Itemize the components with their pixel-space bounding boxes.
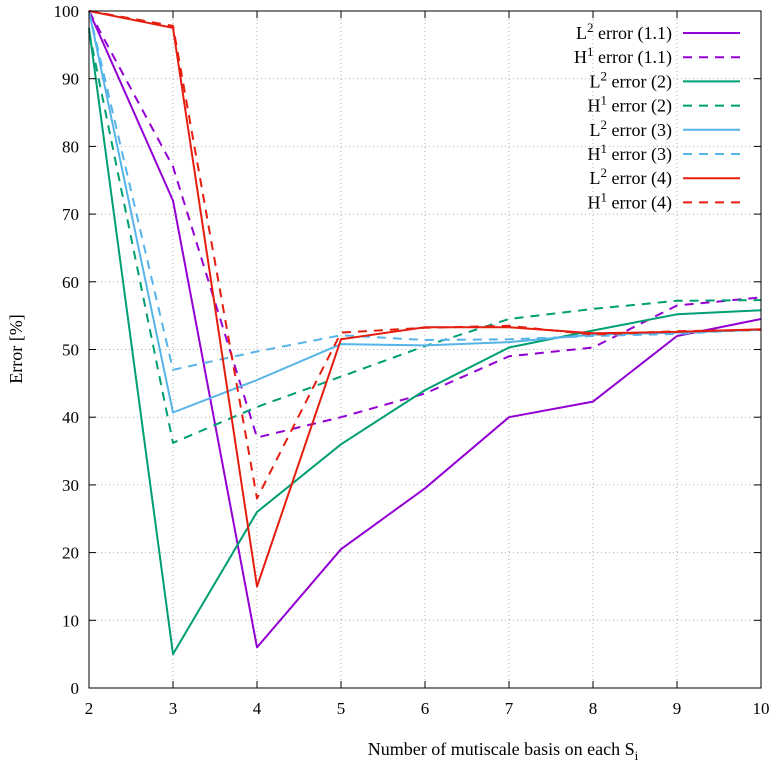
y-tick-label: 0 [71, 679, 80, 698]
x-tick-label: 6 [421, 699, 430, 718]
x-axis-title: Number of mutiscale basis on each Si [368, 739, 639, 763]
legend-label-l2-error-3: L2 error (3) [590, 117, 672, 141]
series-line-h1-error-2 [88, 31, 762, 444]
tick-marks [88, 10, 762, 689]
x-axis-title-subscript: i [635, 748, 639, 763]
y-tick-label: 10 [62, 611, 79, 630]
y-tick-labels: 0 10 20 30 40 50 60 70 80 90 100 [54, 2, 80, 698]
y-tick-label: 100 [54, 2, 80, 21]
legend-label-h1-error-3: H1 error (3) [588, 141, 672, 165]
x-tick-label: 8 [589, 699, 598, 718]
x-tick-labels: 2 3 4 5 6 7 8 9 10 [85, 699, 770, 718]
y-axis-title: Error [%] [6, 314, 26, 383]
legend-label-l2-error-4: L2 error (4) [590, 165, 672, 189]
y-tick-label: 20 [62, 544, 79, 563]
legend-label-h1-error-2: H1 error (2) [588, 93, 672, 117]
x-tick-label: 3 [169, 699, 178, 718]
y-tick-label: 50 [62, 341, 79, 360]
y-tick-label: 60 [62, 273, 79, 292]
y-tick-label: 70 [62, 205, 79, 224]
legend-label-l2-error-1-1: L2 error (1.1) [576, 20, 672, 44]
legend-label-h1-error-4: H1 error (4) [588, 189, 672, 213]
x-axis-title-main: Number of mutiscale basis on each S [368, 739, 635, 759]
x-tick-label: 9 [673, 699, 682, 718]
grid [89, 11, 761, 688]
y-tick-label: 90 [62, 70, 79, 89]
x-tick-label: 4 [253, 699, 262, 718]
x-tick-label: 5 [337, 699, 346, 718]
y-tick-label: 80 [62, 137, 79, 156]
y-tick-label: 40 [62, 408, 79, 427]
legend-label-l2-error-2: L2 error (2) [590, 68, 672, 92]
series-layer [88, 10, 762, 656]
x-tick-label: 10 [753, 699, 770, 718]
x-tick-label: 7 [505, 699, 514, 718]
legend: L2 error (1.1)H1 error (1.1)L2 error (2)… [574, 20, 740, 213]
x-tick-label: 2 [85, 699, 94, 718]
legend-label-h1-error-1-1: H1 error (1.1) [574, 44, 672, 68]
y-tick-label: 30 [62, 476, 79, 495]
